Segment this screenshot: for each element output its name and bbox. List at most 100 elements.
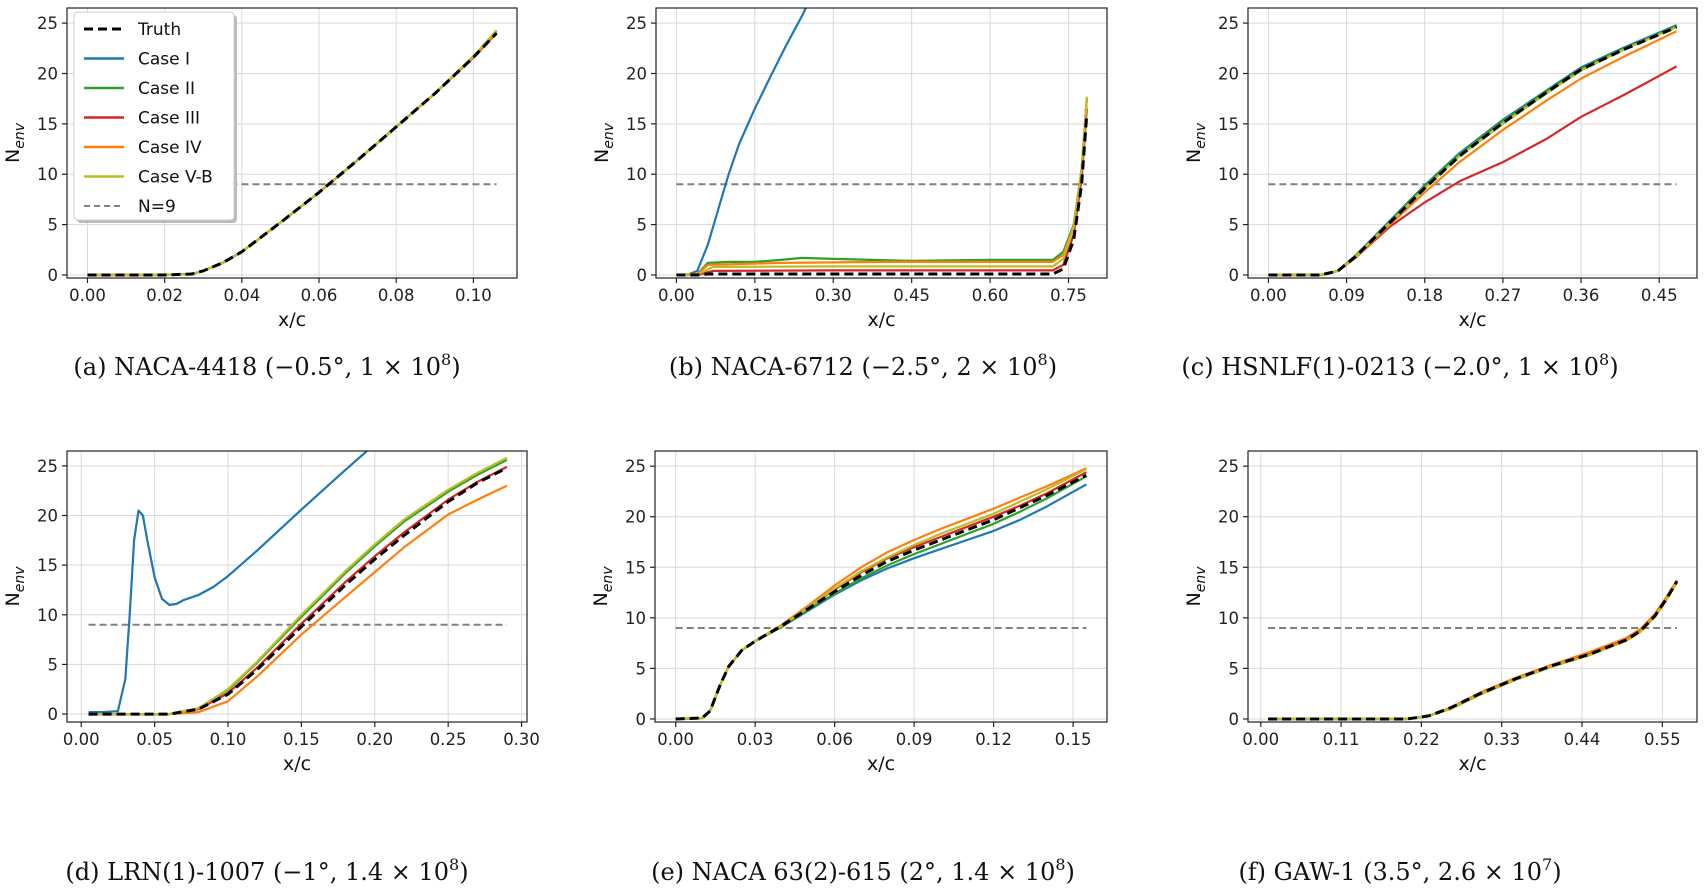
axes-frame (1247, 7, 1698, 279)
x-tick-label: 0.30 (815, 286, 852, 305)
series-line-case-iv (676, 98, 1088, 277)
series-line-case-v-b (1268, 26, 1678, 277)
series-line-case-iii (88, 465, 508, 716)
y-tick-label: 0 (1229, 710, 1240, 729)
y-axis-label: Nenv (591, 122, 617, 163)
legend-label: Case I (138, 50, 190, 70)
series-line-case-ii (1268, 25, 1678, 277)
y-tick-label: 20 (626, 64, 647, 83)
y-tick-label: 5 (48, 655, 59, 674)
x-tick-label: 0.30 (503, 730, 540, 749)
chart-panel: 0.00 0.09 0.18 0.27 0.36 0.45 0 5 10 15 20 25 x/c Nen… (1181, 7, 1698, 381)
series-line-case-iii (1268, 65, 1678, 277)
x-tick-label: 0.08 (378, 286, 415, 305)
x-axis-label: x/c (867, 309, 895, 331)
y-axis-label: Nenv (2, 566, 28, 607)
legend-label: Case IV (138, 138, 202, 158)
x-tick-label: 0.45 (1641, 286, 1678, 305)
series-line-case-i (675, 483, 1087, 721)
x-tick-label: 0.00 (1242, 730, 1279, 749)
series-line-truth (676, 113, 1089, 277)
y-tick-label: 5 (1229, 216, 1240, 235)
y-tick-label: 0 (48, 705, 59, 724)
series-group (88, 451, 508, 716)
x-axis-label: x/c (867, 753, 895, 775)
x-tick-label: 0.06 (816, 730, 853, 749)
y-axis-label: Nenv (1183, 122, 1209, 163)
x-tick-label: 0.15 (736, 286, 773, 305)
y-tick-label: 5 (1229, 659, 1240, 678)
y-tick-label: 15 (626, 115, 647, 134)
series-group (87, 29, 498, 277)
y-axis-label: Nenv (1183, 566, 1209, 607)
y-tick-label: 25 (625, 457, 646, 476)
series-group (676, 8, 1089, 277)
y-tick-label: 0 (636, 710, 647, 729)
series-line-case-v-b (676, 96, 1088, 277)
y-tick-label: 10 (626, 165, 647, 184)
x-tick-label: 0.02 (146, 286, 183, 305)
y-tick-label: 0 (1229, 266, 1240, 285)
series-line-case-iii (676, 108, 1088, 277)
x-tick-label: 0.04 (223, 286, 260, 305)
y-tick-label: 10 (37, 165, 58, 184)
y-tick-label: 5 (636, 659, 647, 678)
x-tick-label: 0.33 (1483, 730, 1520, 749)
panel-caption: (e) NACA 63(2)-615 (2°, 1.4 × 108) (651, 855, 1075, 886)
y-tick-label: 15 (1218, 115, 1239, 134)
x-tick-label: 0.25 (430, 730, 467, 749)
series-line-case-iv (1268, 30, 1678, 277)
y-tick-label: 20 (625, 508, 646, 527)
chart-panel: 0.00 0.05 0.10 0.15 0.20 0.25 0.30 0 5 10 15 20 25 x/… (2, 450, 540, 886)
series-line-truth (87, 32, 498, 277)
y-tick-label: 15 (625, 558, 646, 577)
legend-label: Truth (137, 20, 181, 40)
y-tick-label: 25 (1218, 14, 1239, 33)
series-line-case-ii (676, 98, 1088, 277)
series-line-truth (1268, 580, 1679, 721)
y-tick-label: 10 (37, 606, 58, 625)
series-group (1268, 579, 1679, 721)
x-tick-label: 0.12 (975, 730, 1012, 749)
x-tick-label: 0.15 (1055, 730, 1092, 749)
x-tick-label: 0.09 (1328, 286, 1365, 305)
x-tick-label: 0.00 (658, 286, 695, 305)
y-tick-label: 20 (1218, 508, 1239, 527)
y-tick-label: 25 (37, 457, 58, 476)
x-tick-label: 0.10 (210, 730, 247, 749)
x-tick-label: 0.36 (1563, 286, 1600, 305)
y-tick-label: 5 (48, 216, 59, 235)
legend-label: Case III (138, 109, 200, 129)
x-tick-label: 0.10 (455, 286, 492, 305)
series-line-truth (88, 466, 508, 716)
x-tick-label: 0.11 (1323, 730, 1360, 749)
y-tick-label: 25 (1218, 457, 1239, 476)
axes-frame (654, 450, 1108, 723)
x-tick-label: 0.00 (657, 730, 694, 749)
panel-caption: (d) LRN(1)-1007 (−1°, 1.4 × 108) (65, 855, 468, 886)
chart-panel: 0.00 0.11 0.22 0.33 0.44 0.55 0 5 10 15 20 25 x/c Nen… (1183, 450, 1698, 886)
panel-caption: (f) GAW-1 (3.5°, 2.6 × 107) (1238, 855, 1561, 886)
axes-frame (66, 450, 528, 723)
series-line-case-iv (88, 484, 508, 716)
panel-caption: (c) HSNLF(1)-0213 (−2.0°, 1 × 108) (1181, 350, 1618, 381)
y-tick-label: 10 (1218, 609, 1239, 628)
x-axis-label: x/c (1458, 753, 1486, 775)
series-line-case-v-b (88, 456, 508, 716)
series-line-case-v-b (675, 468, 1087, 721)
x-tick-label: 0.15 (283, 730, 320, 749)
y-tick-label: 25 (626, 14, 647, 33)
series-line-case-i (676, 8, 808, 277)
y-tick-label: 10 (1218, 165, 1239, 184)
y-axis-label: Nenv (590, 566, 616, 607)
legend-box (73, 11, 235, 221)
legend: Truth Case I Case II Case III Case IV Case V-… (73, 11, 237, 223)
x-tick-label: 0.18 (1406, 286, 1443, 305)
panel-caption: (a) NACA-4418 (−0.5°, 1 × 108) (73, 350, 460, 381)
x-tick-label: 0.22 (1403, 730, 1440, 749)
series-line-truth (675, 473, 1087, 721)
x-tick-label: 0.05 (136, 730, 173, 749)
x-tick-label: 0.00 (63, 730, 100, 749)
legend-label: N=9 (138, 197, 176, 217)
